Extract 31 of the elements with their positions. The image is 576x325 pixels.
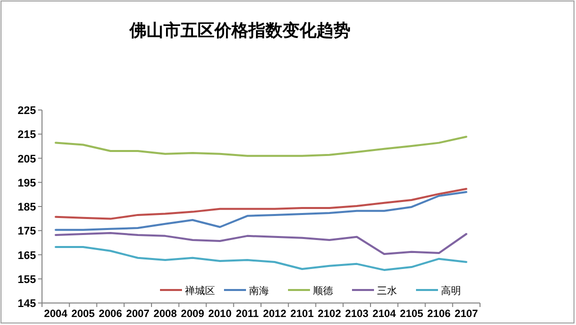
- y-tick-label: 145: [18, 298, 36, 310]
- x-tick-label: 2005: [71, 308, 95, 320]
- y-tick-label: 185: [18, 202, 36, 214]
- legend-label: 禅城区: [185, 285, 215, 297]
- legend-label: 三水: [377, 285, 397, 297]
- x-tick-label: 2010: [208, 308, 232, 320]
- x-tick-label: 2012: [263, 308, 287, 320]
- x-tick-label: 2105: [400, 308, 424, 320]
- x-tick-label: 2008: [154, 308, 178, 320]
- y-tick-label: 205: [18, 153, 36, 166]
- chart-title: 佛山市五区价格指数变化趋势: [128, 21, 350, 40]
- y-tick-label: 225: [18, 105, 36, 117]
- x-tick-label: 2103: [345, 308, 369, 320]
- x-tick-label: 2004: [44, 308, 68, 320]
- y-tick-label: 215: [18, 129, 36, 142]
- y-tick-label: 195: [18, 177, 36, 190]
- x-tick-label: 2011: [236, 308, 259, 320]
- x-tick-label: 2101: [290, 308, 314, 320]
- x-tick-label: 2102: [318, 308, 342, 320]
- x-tick-label: 2106: [427, 308, 451, 320]
- y-tick-label: 165: [18, 250, 36, 262]
- y-tick-label: 175: [18, 226, 36, 238]
- legend-label: 高明: [441, 285, 461, 297]
- legend-label: 南海: [249, 285, 269, 297]
- legend-label: 顺德: [313, 286, 333, 297]
- x-tick-label: 2006: [98, 308, 122, 320]
- x-tick-label: 2007: [126, 308, 150, 320]
- x-tick-label: 2104: [372, 308, 396, 320]
- y-tick-label: 155: [18, 274, 36, 286]
- x-tick-label: 2009: [180, 308, 204, 320]
- x-tick-label: 2107: [454, 308, 478, 320]
